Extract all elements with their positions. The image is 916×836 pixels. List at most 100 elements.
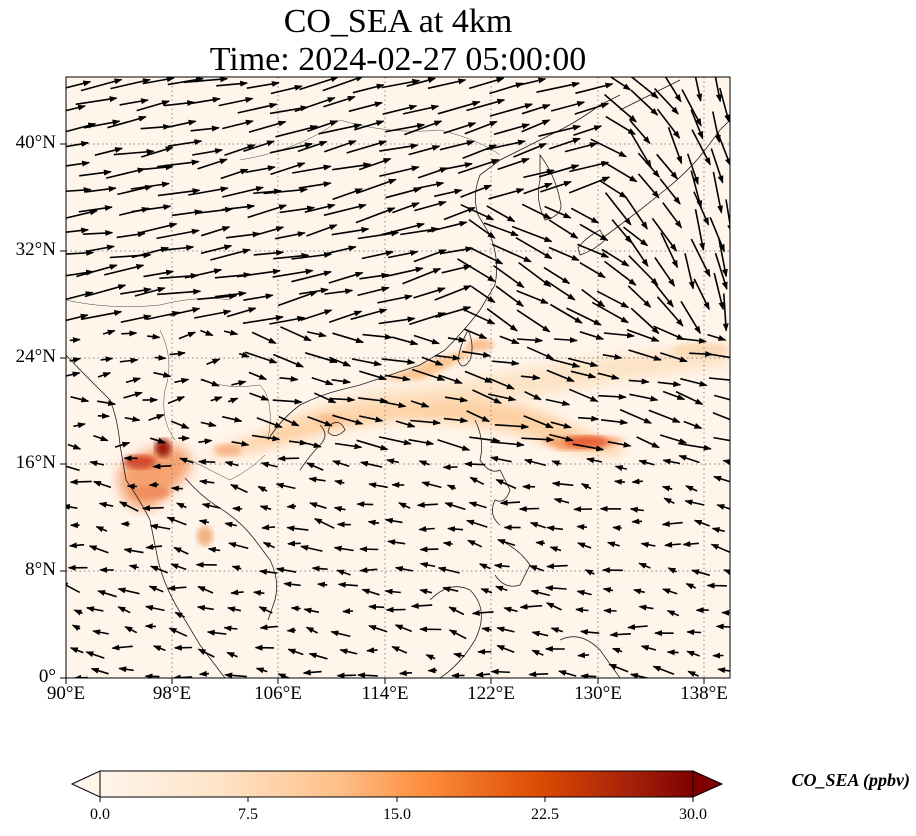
wind-arrow: [323, 203, 367, 217]
wind-arrow: [88, 545, 109, 554]
wind-arrow: [362, 333, 393, 340]
wind-arrow: [272, 398, 303, 405]
wind-arrow: [102, 329, 116, 336]
lat-label-40n: 40°N: [15, 132, 56, 153]
wind-arrow: [290, 605, 301, 612]
wind-arrow: [316, 581, 328, 588]
wind-arrow: [598, 393, 627, 400]
wind-arrow: [236, 268, 281, 278]
wind-arrow: [535, 540, 545, 547]
wind-arrow: [391, 645, 408, 654]
wind-arrow: [228, 542, 249, 550]
colorbar: [70, 770, 724, 802]
wind-arrow: [222, 415, 243, 423]
wind-arrow: [368, 625, 388, 633]
wind-arrow: [318, 123, 363, 135]
wind-arrow: [333, 505, 346, 512]
wind-arrow: [577, 243, 610, 258]
wind-arrow: [550, 101, 586, 112]
wind-arrow: [368, 482, 388, 489]
wind-arrow: [183, 77, 229, 84]
wind-arrow: [546, 369, 575, 383]
wind-arrow: [302, 669, 322, 676]
wind-arrow: [416, 501, 438, 508]
wind-arrow: [570, 370, 597, 379]
wind-arrow: [691, 129, 712, 166]
wind-arrow: [124, 625, 138, 634]
wind-arrow: [113, 148, 155, 156]
wind-arrow: [66, 209, 98, 219]
wind-arrow: [469, 436, 501, 444]
wind-arrow: [404, 120, 443, 136]
wind-arrow: [435, 306, 472, 318]
wind-arrow: [194, 309, 232, 319]
wind-arrow: [628, 349, 662, 361]
wind-arrow: [385, 187, 422, 199]
wind-arrow: [242, 315, 284, 325]
wind-arrow: [713, 475, 730, 483]
wind-arrow: [361, 588, 380, 596]
wind-arrow: [488, 377, 515, 390]
wind-arrow: [603, 93, 637, 123]
wind-arrow: [157, 159, 200, 168]
wind-arrow: [421, 356, 444, 366]
wind-arrow: [662, 390, 686, 401]
wind-arrow: [307, 415, 333, 427]
wind-arrow: [708, 377, 730, 383]
wind-arrow: [200, 421, 217, 428]
wind-arrow: [342, 608, 354, 615]
wind-arrow: [142, 77, 175, 85]
wind-arrow: [111, 644, 133, 651]
wind-arrow: [434, 285, 472, 301]
wind-arrow: [663, 497, 675, 505]
wind-arrow: [603, 607, 617, 614]
wind-arrow: [651, 280, 674, 308]
wind-arrow: [251, 434, 281, 442]
wind-arrow: [693, 191, 710, 226]
wind-arrow: [602, 587, 614, 594]
wind-arrow: [713, 436, 730, 442]
wind-arrow: [117, 587, 140, 595]
wind-arrow: [511, 225, 553, 243]
wind-arrow: [66, 141, 90, 148]
wind-arrow: [192, 148, 224, 156]
wind-arrow: [460, 203, 495, 221]
wind-arrow: [680, 300, 701, 335]
wind-arrow: [197, 293, 238, 301]
wind-arrow: [97, 400, 117, 407]
wind-arrow: [601, 419, 629, 426]
wind-arrow: [471, 609, 494, 616]
wind-arrow: [427, 220, 468, 233]
wind-arrow: [413, 287, 446, 299]
wind-arrow: [442, 586, 459, 593]
wind-arrow: [105, 167, 146, 179]
wind-arrow: [227, 606, 242, 613]
lat-label-8n: 8°N: [25, 559, 56, 580]
wind-arrow: [278, 415, 300, 427]
wind-arrow: [149, 565, 168, 574]
wind-arrow: [575, 607, 589, 614]
wind-arrow: [95, 525, 108, 533]
wind-arrow: [331, 378, 352, 385]
wind-arrow: [73, 609, 83, 616]
wind-arrow: [287, 648, 304, 656]
wind-arrow: [273, 353, 305, 368]
wind-arrow: [368, 603, 385, 610]
wind-arrow: [67, 443, 82, 450]
wind-arrow: [499, 335, 520, 345]
wind-arrow: [161, 244, 195, 252]
wind-arrow: [630, 77, 659, 99]
wind-arrow: [684, 499, 705, 506]
wind-arrow: [299, 77, 339, 91]
wind-arrow: [413, 181, 445, 190]
wind-arrow: [270, 84, 303, 95]
wind-arrow: [544, 585, 567, 592]
wind-arrow: [156, 228, 200, 240]
wind-arrow: [294, 97, 336, 113]
wind-arrow: [272, 268, 314, 278]
wind-arrow: [201, 502, 221, 509]
wind-arrow: [85, 186, 117, 193]
wind-arrow: [551, 460, 561, 467]
colorbar-tick-7-5: 7.5: [238, 806, 258, 823]
wind-arrow: [722, 293, 729, 332]
